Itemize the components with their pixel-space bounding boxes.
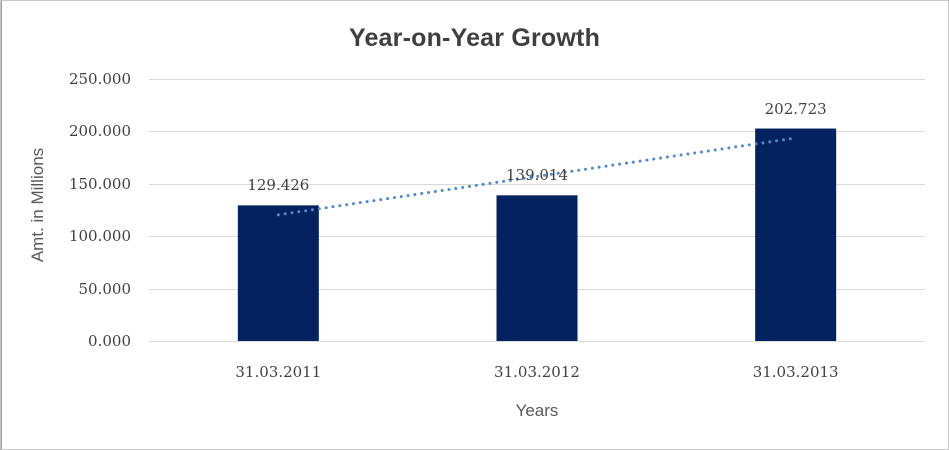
x-axis-title: Years [515,401,559,420]
y-tick-label: 150.000 [68,175,131,193]
data-label: 129.426 [247,176,310,195]
y-tick-label: 0.000 [88,332,131,350]
x-category-label: 31.03.2011 [235,363,322,381]
chart-title: Year-on-Year Growth [348,24,601,52]
data-label: 139.014 [505,166,569,185]
y-tick-label: 50.000 [78,280,132,298]
y-tick-label: 200.000 [68,122,131,140]
y-tick-label: 100.000 [68,227,131,245]
x-category-label: 31.03.2012 [494,363,580,381]
x-category-label: 31.03.2013 [752,363,839,381]
y-tick-label: 250.000 [68,70,131,88]
bar [755,128,837,341]
trendline [276,136,798,217]
bar [496,195,578,341]
bar [237,205,319,341]
data-label: 202.723 [764,99,827,118]
y-axis-title: Amt. in Millions [28,147,47,263]
